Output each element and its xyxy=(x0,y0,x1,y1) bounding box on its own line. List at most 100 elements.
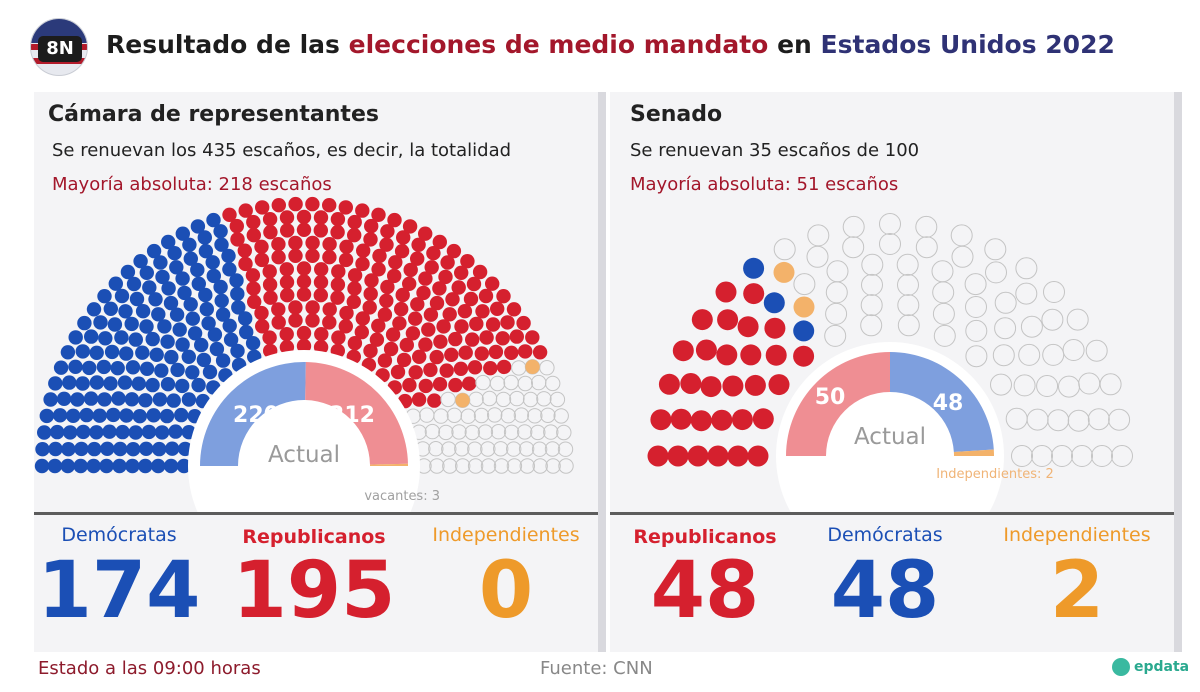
senate-seat-rep xyxy=(690,410,712,432)
house-seat-dem xyxy=(114,288,130,304)
house-seat-rep xyxy=(429,295,445,311)
house-seat-dem xyxy=(194,337,209,353)
house-seat-rep xyxy=(230,232,245,247)
house-seat-empty xyxy=(531,374,547,391)
house-panel: Cámara de representantes Se renuevan los… xyxy=(34,92,606,652)
house-seat-rep xyxy=(395,287,410,303)
house-seat-rep xyxy=(462,376,477,391)
house-seat-dem xyxy=(191,276,206,291)
house-seat-dem xyxy=(119,408,134,423)
house-seat-empty xyxy=(464,424,480,441)
house-seat-dem xyxy=(151,307,166,322)
senate-seat-dem xyxy=(793,320,815,342)
house-seat-rep xyxy=(322,198,337,213)
house-seat-dem xyxy=(175,226,190,241)
senate-seat-empty xyxy=(1015,282,1038,305)
senate-seat-empty xyxy=(773,238,796,261)
house-seat-empty xyxy=(460,408,476,424)
house-seat-dem xyxy=(196,352,212,368)
senate-seat-ind xyxy=(773,261,795,283)
house-seat-rep xyxy=(383,341,399,357)
house-seat-dem xyxy=(92,408,107,423)
house-seat-dem xyxy=(52,408,68,423)
house-seat-dem xyxy=(89,425,104,440)
house-seat-dem xyxy=(169,260,184,275)
house-seat-rep xyxy=(457,304,473,319)
house-seat-dem xyxy=(106,407,121,423)
senate-seat-empty xyxy=(1042,343,1065,366)
senate-count-label-rep: Republicanos xyxy=(633,526,777,548)
senate-seat-empty xyxy=(1062,339,1085,361)
house-seat-rep xyxy=(525,330,540,345)
senate-seat-rep xyxy=(747,445,769,467)
senate-seat-empty xyxy=(984,238,1007,261)
senate-seat-empty xyxy=(861,253,884,276)
house-seat-rep xyxy=(411,392,427,407)
senate-count-ind: 2 xyxy=(1049,546,1105,636)
house-seat-empty xyxy=(553,408,569,424)
house-seat-rep xyxy=(474,346,489,361)
house-seat-rep xyxy=(229,218,244,234)
house-seat-dem xyxy=(187,326,203,341)
house-seat-rep xyxy=(255,200,270,215)
house-seat-dem xyxy=(112,458,127,474)
house-seat-dem xyxy=(177,285,192,301)
house-seat-empty xyxy=(473,407,490,424)
house-seat-dem xyxy=(230,286,245,302)
brand-name: epdata xyxy=(1134,659,1190,675)
house-seat-rep xyxy=(330,225,345,240)
house-seat-rep xyxy=(347,336,363,351)
house-seat-rep xyxy=(387,268,402,284)
house-seat-rep xyxy=(385,327,401,342)
house-seat-dem xyxy=(48,376,63,391)
house-seat-rep xyxy=(355,311,370,326)
house-seat-rep xyxy=(504,345,519,360)
senate-seat-rep xyxy=(687,445,709,467)
house-vacancies: vacantes: 3 xyxy=(364,489,440,504)
house-seat-rep xyxy=(347,281,362,296)
house-seat-rep xyxy=(446,243,462,259)
house-seat-dem xyxy=(181,349,196,364)
house-count-label-ind: Independientes xyxy=(432,524,580,546)
house-seat-dem xyxy=(245,336,261,351)
house-divider xyxy=(34,512,598,515)
house-seat-dem xyxy=(151,458,166,474)
senate-seat-empty xyxy=(951,245,974,268)
house-seat-dem xyxy=(213,224,228,239)
house-seat-dem xyxy=(87,441,102,457)
house-seat-rep xyxy=(330,290,345,305)
senate-seat-empty xyxy=(824,324,847,347)
house-seat-dem xyxy=(34,458,50,474)
header: 8N Resultado de las elecciones de medio … xyxy=(0,0,1200,92)
house-seat-rep xyxy=(288,235,303,251)
senate-independents-note: Independientes: 2 xyxy=(936,467,1054,482)
house-seat-rep xyxy=(246,228,261,243)
house-seat-empty xyxy=(511,360,527,376)
house-seat-rep xyxy=(496,289,511,304)
house-seat-empty xyxy=(522,391,539,408)
brand-logo: epdata xyxy=(1112,658,1189,676)
senate-seat-empty xyxy=(931,260,954,283)
house-seat-empty xyxy=(493,458,510,474)
house-seat-dem xyxy=(98,331,113,346)
house-seat-dem xyxy=(172,322,187,337)
senate-seat-empty xyxy=(1031,445,1053,467)
house-seat-rep xyxy=(331,264,346,279)
house-seat-dem xyxy=(206,212,221,228)
house-seat-dem xyxy=(83,391,99,406)
house-seat-rep xyxy=(466,276,482,292)
house-seat-empty xyxy=(558,458,574,474)
house-seat-rep xyxy=(506,302,522,317)
house-seat-dem xyxy=(168,424,183,439)
senate-current-rep: 50 xyxy=(815,385,846,410)
house-seat-dem xyxy=(119,346,134,361)
house-seat-rep xyxy=(372,248,387,264)
house-seat-dem xyxy=(66,408,81,423)
house-seat-dem xyxy=(157,319,172,334)
senate-seat-empty xyxy=(807,224,830,247)
house-seat-empty xyxy=(451,424,467,440)
house-seat-rep xyxy=(322,250,337,265)
house-seat-rep xyxy=(296,222,312,237)
house-seat-dem xyxy=(53,360,69,375)
senate-seat-rep xyxy=(700,376,722,398)
